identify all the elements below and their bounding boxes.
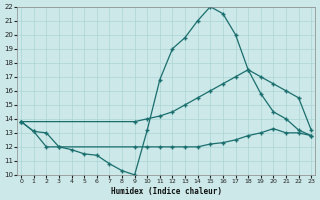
X-axis label: Humidex (Indice chaleur): Humidex (Indice chaleur) — [111, 187, 222, 196]
